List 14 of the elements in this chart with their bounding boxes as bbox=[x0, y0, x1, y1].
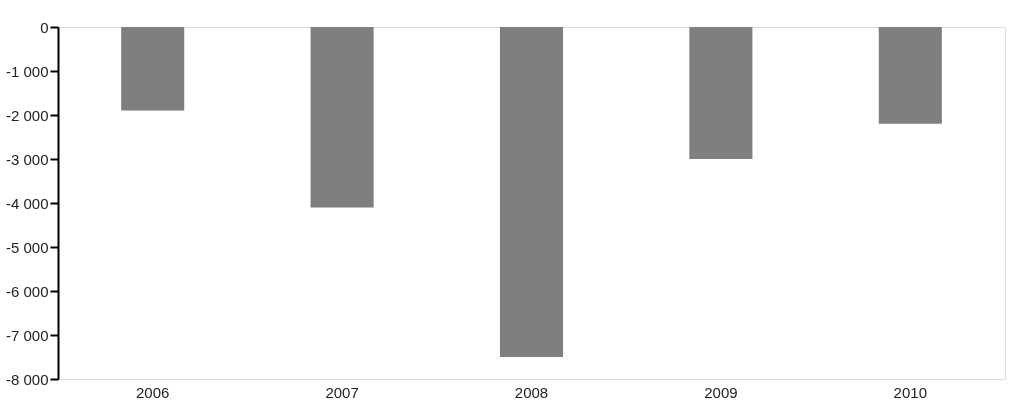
x-tick-label: 2009 bbox=[704, 383, 738, 401]
y-tick-label: -2 000 bbox=[5, 106, 49, 124]
x-tick-label: 2010 bbox=[893, 383, 927, 401]
y-tick-label: -8 000 bbox=[5, 370, 49, 388]
y-tick-label: -1 000 bbox=[5, 62, 49, 80]
y-tick-label: 0 bbox=[40, 18, 49, 36]
x-tick-label: 2007 bbox=[325, 383, 359, 401]
x-tick-label: 2006 bbox=[136, 383, 170, 401]
y-tick-label: -5 000 bbox=[5, 238, 49, 256]
y-tick-label: -4 000 bbox=[5, 194, 49, 212]
y-tick-label: -3 000 bbox=[5, 150, 49, 168]
y-tick-label: -7 000 bbox=[5, 326, 49, 344]
y-tick-label: -6 000 bbox=[5, 282, 49, 300]
x-tick-label: 2008 bbox=[514, 383, 549, 401]
